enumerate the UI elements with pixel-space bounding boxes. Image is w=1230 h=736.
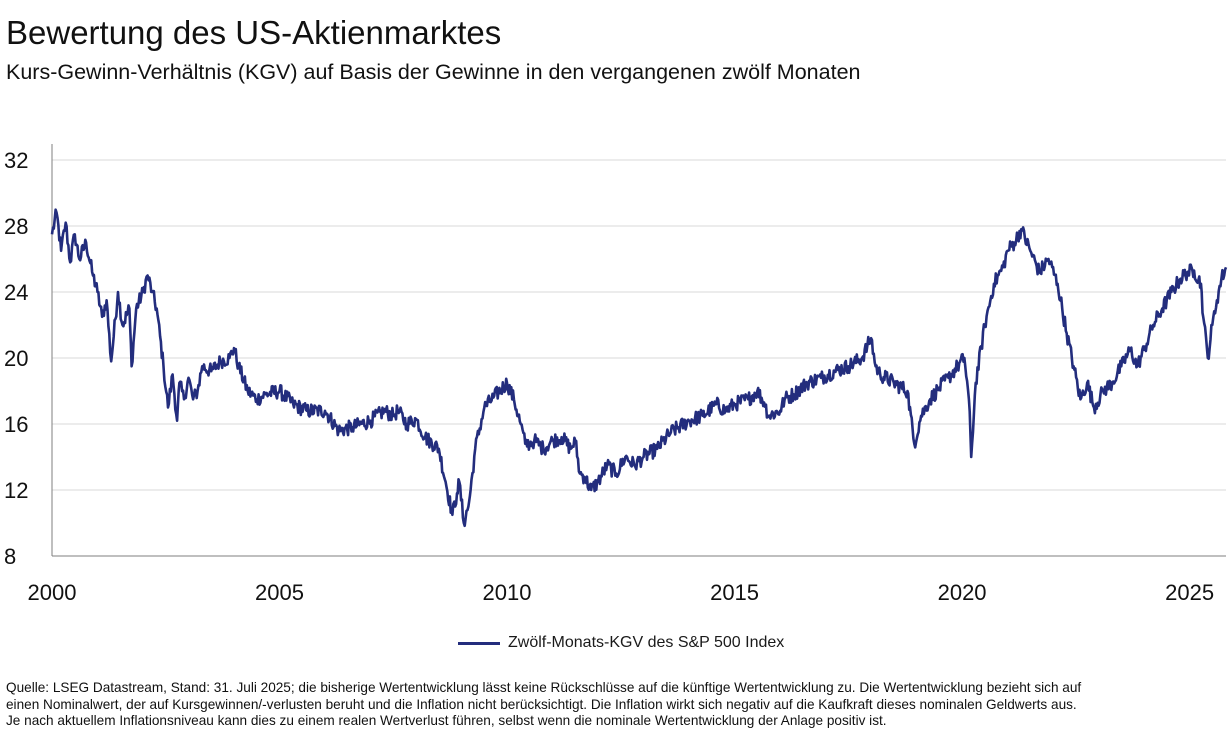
x-tick-label: 2000 — [28, 580, 77, 605]
series-line-kgv — [50, 208, 1228, 528]
footnote: Quelle: LSEG Datastream, Stand: 31. Juli… — [6, 680, 1228, 730]
chart-title: Bewertung des US-Aktienmarktes — [6, 14, 502, 51]
y-tick-label: 24 — [4, 280, 28, 305]
footnote-line-2: einen Nominalwert, der auf Kursgewinnen/… — [6, 696, 1077, 712]
x-tick-label: 2025 — [1165, 580, 1214, 605]
x-tick-label: 2020 — [938, 580, 987, 605]
y-tick-label: 32 — [4, 148, 28, 173]
chart-subtitle: Kurs-Gewinn-Verhältnis (KGV) auf Basis d… — [6, 60, 861, 84]
legend-swatch — [458, 641, 500, 645]
y-tick-label: 8 — [4, 544, 16, 569]
x-tick-label: 2005 — [255, 580, 304, 605]
legend-label: Zwölf-Monats-KGV des S&P 500 Index — [508, 634, 785, 651]
line-chart: 8 12 16 20 24 28 32 2000 2005 2010 2015 2020 2025 — [4, 144, 1228, 605]
footnote-line-3: Je nach aktuellem Inflationsniveau kann … — [6, 713, 887, 728]
y-tick-label: 16 — [4, 412, 28, 437]
legend: Zwölf-Monats-KGV des S&P 500 Index — [458, 634, 784, 652]
y-tick-label: 28 — [4, 214, 28, 239]
footnote-line-1: Quelle: LSEG Datastream, Stand: 31. Juli… — [6, 680, 1082, 695]
y-tick-label: 20 — [4, 346, 28, 371]
y-tick-label: 12 — [4, 478, 28, 503]
x-tick-label: 2015 — [710, 580, 759, 605]
x-tick-label: 2010 — [483, 580, 532, 605]
